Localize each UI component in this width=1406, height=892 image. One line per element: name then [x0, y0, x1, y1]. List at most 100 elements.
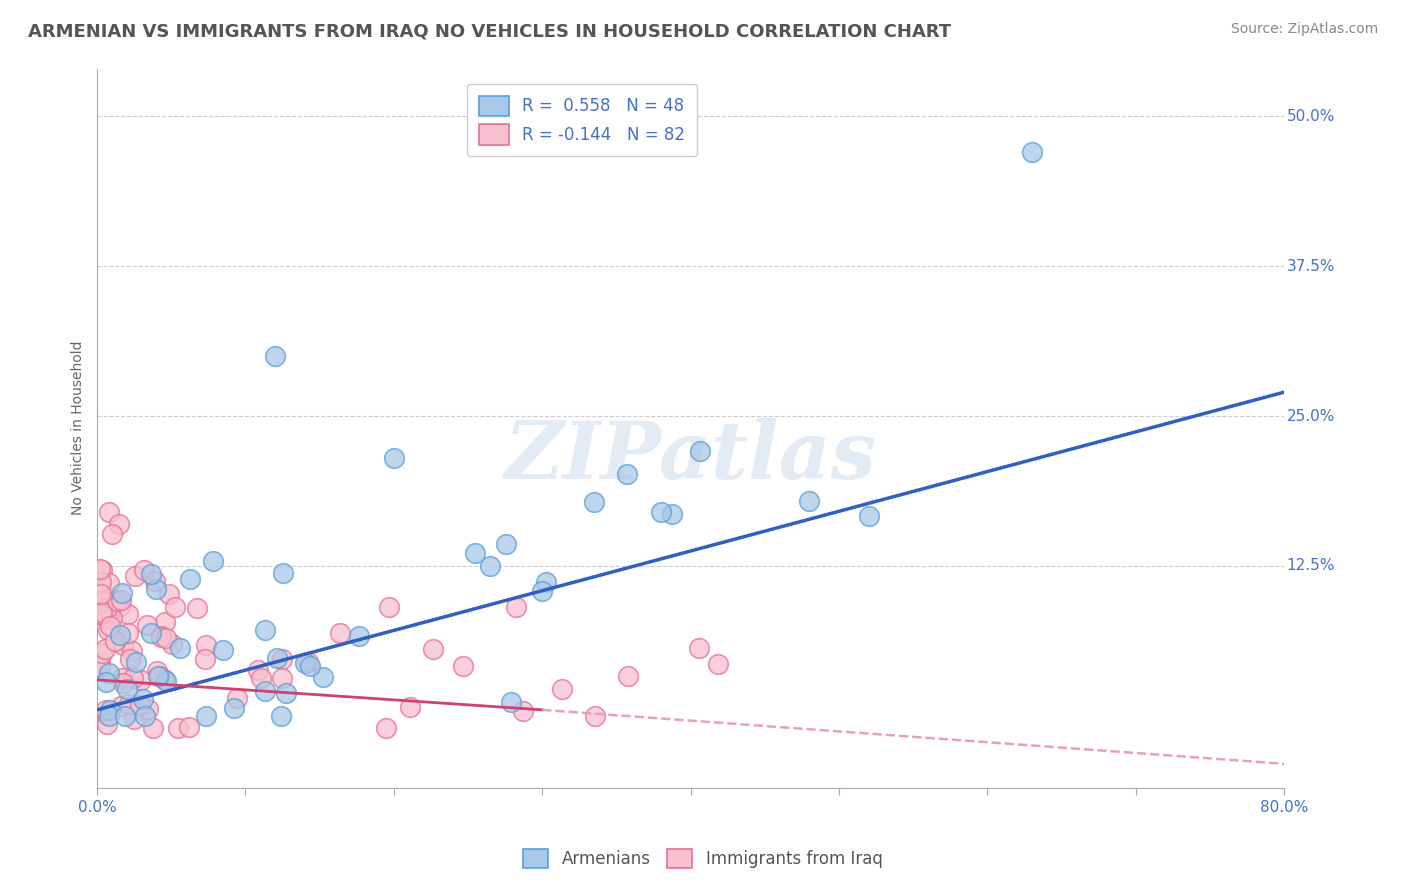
Point — [89, 655, 111, 669]
Point — [551, 682, 574, 697]
Point — [90, 587, 112, 601]
Point — [155, 615, 177, 629]
Point — [91, 563, 114, 577]
Point — [97, 623, 120, 637]
Point — [122, 712, 145, 726]
Point — [799, 494, 821, 508]
Point — [148, 669, 170, 683]
Point — [89, 562, 111, 576]
Point — [155, 631, 177, 645]
Point — [157, 587, 180, 601]
Point — [124, 569, 146, 583]
Point — [90, 575, 112, 590]
Text: ARMENIAN VS IMMIGRANTS FROM IRAQ NO VEHICLES IN HOUSEHOLD CORRELATION CHART: ARMENIAN VS IMMIGRANTS FROM IRAQ NO VEHI… — [28, 22, 952, 40]
Point — [478, 559, 501, 574]
Point — [118, 697, 141, 711]
Point — [451, 658, 474, 673]
Point — [707, 657, 730, 671]
Point — [264, 349, 287, 363]
Point — [399, 700, 422, 714]
Point — [194, 638, 217, 652]
Point — [111, 675, 134, 690]
Point — [150, 629, 173, 643]
Point — [583, 709, 606, 723]
Point — [91, 646, 114, 660]
Text: 12.5%: 12.5% — [1286, 558, 1334, 574]
Point — [146, 669, 169, 683]
Point — [250, 671, 273, 685]
Text: 37.5%: 37.5% — [1286, 259, 1334, 274]
Point — [111, 671, 134, 685]
Point — [177, 720, 200, 734]
Point — [94, 703, 117, 717]
Point — [118, 652, 141, 666]
Point — [134, 709, 156, 723]
Point — [136, 617, 159, 632]
Point — [299, 659, 322, 673]
Point — [534, 574, 557, 589]
Point — [132, 691, 155, 706]
Point — [650, 505, 672, 519]
Point — [129, 673, 152, 687]
Point — [186, 601, 208, 615]
Point — [617, 669, 640, 683]
Point — [294, 656, 316, 670]
Point — [114, 709, 136, 723]
Point — [110, 628, 132, 642]
Point — [253, 683, 276, 698]
Point — [688, 640, 710, 655]
Point — [110, 599, 132, 613]
Point — [90, 607, 112, 621]
Point — [226, 691, 249, 706]
Point — [108, 516, 131, 531]
Point — [179, 572, 201, 586]
Point — [297, 655, 319, 669]
Point — [194, 652, 217, 666]
Point — [97, 505, 120, 519]
Point — [224, 700, 246, 714]
Point — [94, 675, 117, 690]
Point — [312, 670, 335, 684]
Point — [160, 637, 183, 651]
Point — [266, 650, 288, 665]
Point — [101, 527, 124, 541]
Point — [1021, 145, 1043, 160]
Point — [122, 671, 145, 685]
Point — [512, 704, 534, 718]
Point — [129, 698, 152, 712]
Point — [105, 594, 128, 608]
Point — [382, 451, 405, 466]
Text: Source: ZipAtlas.com: Source: ZipAtlas.com — [1230, 22, 1378, 37]
Point — [169, 640, 191, 655]
Point — [115, 681, 138, 696]
Point — [94, 591, 117, 606]
Text: 50.0%: 50.0% — [1286, 109, 1334, 124]
Point — [270, 652, 292, 666]
Point — [150, 630, 173, 644]
Point — [211, 642, 233, 657]
Point — [194, 709, 217, 723]
Point — [136, 702, 159, 716]
Point — [153, 672, 176, 686]
Point — [142, 721, 165, 735]
Point — [349, 629, 371, 643]
Point — [495, 537, 517, 551]
Point — [329, 625, 352, 640]
Point — [616, 467, 638, 481]
Point — [89, 659, 111, 673]
Point — [202, 554, 225, 568]
Point — [111, 586, 134, 600]
Point — [117, 626, 139, 640]
Point — [125, 655, 148, 669]
Text: 25.0%: 25.0% — [1286, 409, 1334, 424]
Point — [94, 642, 117, 657]
Point — [98, 709, 121, 723]
Point — [96, 707, 118, 722]
Point — [96, 611, 118, 625]
Point — [98, 619, 121, 633]
Point — [121, 643, 143, 657]
Point — [96, 601, 118, 615]
Point — [94, 609, 117, 624]
Point — [582, 494, 605, 508]
Legend: Armenians, Immigrants from Iraq: Armenians, Immigrants from Iraq — [517, 842, 889, 875]
